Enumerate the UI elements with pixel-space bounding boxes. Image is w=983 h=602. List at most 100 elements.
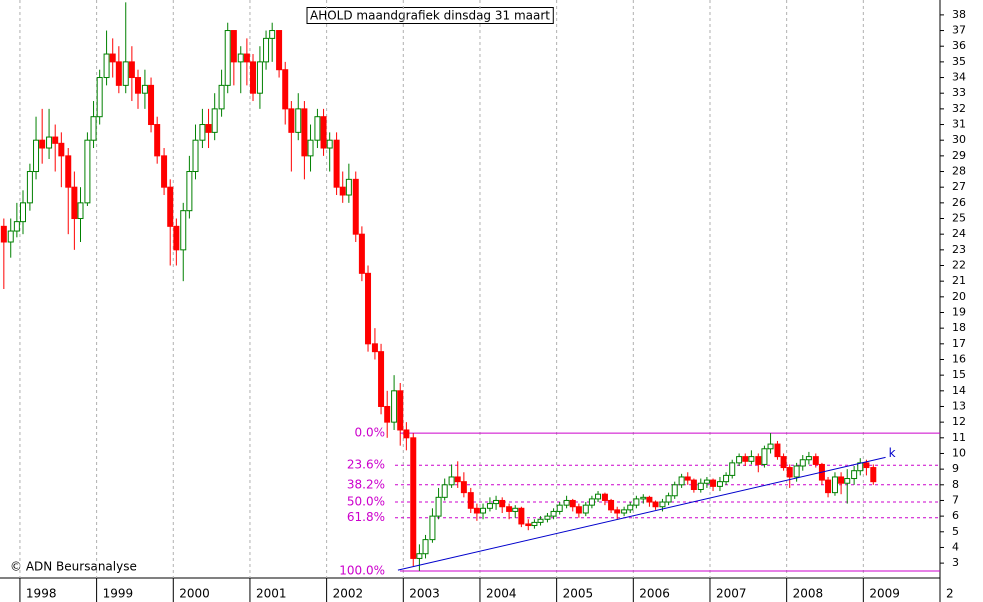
- candle-body: [13, 221, 20, 232]
- candle-body: [109, 53, 116, 63]
- y-tick-label: 32: [952, 102, 966, 115]
- candle-body: [601, 493, 608, 501]
- candle-body: [525, 523, 532, 527]
- candle-body: [378, 351, 385, 407]
- x-tick-label: 2005: [563, 587, 594, 601]
- candle-body: [774, 443, 781, 458]
- candle-body: [46, 136, 53, 149]
- y-tick-label: 21: [952, 274, 966, 287]
- candle-body: [563, 499, 570, 506]
- candle-body: [199, 124, 206, 141]
- candle-body: [250, 61, 257, 94]
- candle-body: [103, 53, 110, 79]
- candle-body: [314, 116, 321, 141]
- candle-body: [205, 124, 212, 133]
- candle-body: [326, 139, 333, 149]
- candle-body: [569, 499, 576, 508]
- candle-body: [851, 470, 858, 480]
- candle-body: [301, 108, 308, 157]
- y-tick-label: 18: [952, 321, 966, 334]
- candle-body: [429, 515, 436, 541]
- y-tick-label: 27: [952, 180, 966, 193]
- x-tick-label: 2007: [716, 587, 747, 601]
- fib-label: 38.2%: [347, 477, 385, 491]
- candle-body: [659, 501, 666, 508]
- x-tick-label: 2006: [639, 587, 670, 601]
- y-tick-label: 6: [952, 509, 959, 522]
- candle-body: [736, 456, 743, 464]
- y-tick-label: 19: [952, 305, 966, 318]
- candle-body: [614, 509, 621, 514]
- candle-body: [755, 456, 762, 465]
- candle-body: [460, 481, 467, 494]
- candle-body: [256, 61, 263, 94]
- candle-body: [237, 53, 244, 63]
- candle-body: [173, 225, 180, 251]
- candle-body: [454, 476, 461, 483]
- candle-body: [230, 30, 237, 63]
- y-tick-label: 29: [952, 149, 966, 162]
- candle-body: [512, 507, 519, 512]
- candle-body: [652, 501, 659, 508]
- y-tick-label: 25: [952, 212, 966, 225]
- y-tick-label: 11: [952, 431, 966, 444]
- candle-body: [761, 448, 768, 465]
- y-tick-label: 9: [952, 462, 959, 475]
- candle-body: [729, 462, 736, 476]
- candle-body: [71, 186, 78, 220]
- y-tick-label: 36: [952, 39, 966, 52]
- candle-body: [352, 178, 359, 235]
- candle-body: [65, 155, 72, 188]
- candle-body: [844, 478, 851, 484]
- candle-body: [365, 272, 372, 345]
- fib-label: 61.8%: [347, 510, 385, 524]
- y-tick-label: 13: [952, 399, 966, 412]
- y-tick-label: 7: [952, 493, 959, 506]
- candle-body: [556, 504, 563, 512]
- candle-body: [435, 496, 442, 517]
- candle-body: [320, 116, 327, 149]
- x-tick-label: 1998: [26, 587, 57, 601]
- candle-body: [276, 30, 283, 71]
- candle-body: [371, 343, 378, 353]
- y-tick-label: 34: [952, 71, 966, 84]
- candle-body: [742, 456, 749, 462]
- candle-body: [627, 504, 634, 511]
- candle-body: [467, 492, 474, 509]
- candle-body: [33, 139, 40, 173]
- y-tick-label: 33: [952, 86, 966, 99]
- candle-body: [646, 496, 653, 503]
- candle-body: [499, 499, 506, 508]
- chart-title: AHOLD maandgrafiek dinsdag 31 maart: [310, 9, 550, 23]
- x-tick-label: 2000: [179, 587, 210, 601]
- candle-body: [838, 476, 845, 484]
- candle-body: [703, 479, 710, 484]
- candle-body: [531, 521, 538, 527]
- fib-label: 100.0%: [339, 563, 385, 577]
- y-tick-label: 14: [952, 384, 966, 397]
- candle-body: [397, 390, 404, 431]
- copyright: © ADN Beursanalyse: [10, 560, 137, 574]
- candle-body: [333, 139, 340, 188]
- candle-body: [825, 479, 832, 494]
- candle-body: [84, 139, 91, 204]
- candle-body: [690, 479, 697, 490]
- candle-body: [20, 202, 27, 223]
- candle-body: [863, 462, 870, 469]
- candle-body: [263, 37, 270, 63]
- candle-body: [473, 507, 480, 514]
- fib-label: 50.0%: [347, 495, 385, 509]
- y-tick-label: 23: [952, 243, 966, 256]
- y-tick-label: 3: [952, 556, 959, 569]
- title-box: [306, 7, 554, 24]
- candle-body: [7, 230, 14, 243]
- candle-body: [167, 186, 174, 227]
- candle-body: [358, 233, 365, 274]
- candle-body: [39, 139, 46, 149]
- candle-body: [480, 507, 487, 514]
- candle-body: [410, 437, 417, 559]
- candle-body: [608, 499, 615, 511]
- y-tick-label: 20: [952, 290, 966, 303]
- x-tick-label: 2: [946, 587, 954, 601]
- candle-body: [805, 456, 812, 461]
